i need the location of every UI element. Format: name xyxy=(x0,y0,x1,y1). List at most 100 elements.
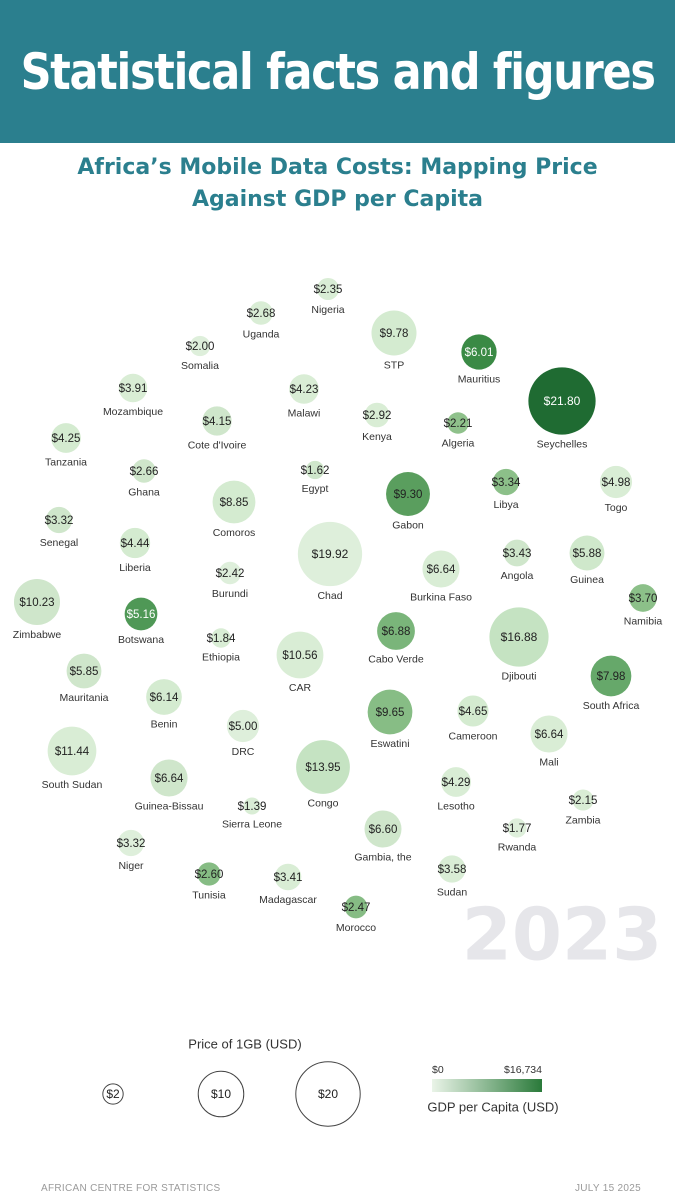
value-label: $2.35 xyxy=(314,284,343,296)
value-label: $4.65 xyxy=(459,706,488,718)
value-label: $1.84 xyxy=(207,633,236,645)
country-label: Senegal xyxy=(40,537,79,549)
country-label: Burundi xyxy=(212,588,248,600)
bubble xyxy=(243,797,261,815)
value-label: $3.43 xyxy=(503,548,532,560)
value-label: $3.91 xyxy=(119,383,148,395)
bubble xyxy=(211,628,231,648)
bubble xyxy=(528,367,596,435)
bubble xyxy=(51,423,81,453)
value-label: $16.88 xyxy=(501,630,538,644)
country-label: Liberia xyxy=(119,562,151,574)
bubble xyxy=(371,310,417,356)
value-label: $6.14 xyxy=(150,692,179,704)
country-label: Chad xyxy=(317,590,342,602)
value-label: $4.25 xyxy=(52,433,81,445)
bubble xyxy=(132,459,156,483)
header: Statistical facts and figures xyxy=(0,0,675,143)
country-label: Mali xyxy=(539,756,558,768)
country-label: Morocco xyxy=(336,922,376,934)
country-label: Cabo Verde xyxy=(368,654,424,666)
country-label: STP xyxy=(384,359,404,371)
bubble xyxy=(629,584,657,612)
value-label: $6.64 xyxy=(155,773,184,785)
size-legend-label: $10 xyxy=(211,1087,231,1101)
bubble xyxy=(226,709,260,743)
bubble xyxy=(441,767,471,797)
bubble xyxy=(364,402,390,428)
value-label: $9.30 xyxy=(394,489,423,501)
value-label: $8.85 xyxy=(220,497,249,509)
bubble xyxy=(489,607,549,667)
bubble xyxy=(47,726,97,776)
country-label: Namibia xyxy=(624,616,663,628)
value-label: $2.15 xyxy=(569,795,598,807)
value-label: $1.77 xyxy=(503,823,532,835)
country-label: Madagascar xyxy=(259,894,317,906)
size-legend-label: $20 xyxy=(318,1087,338,1101)
value-label: $3.34 xyxy=(492,477,521,489)
country-label: Nigeria xyxy=(311,304,344,316)
bubble xyxy=(364,810,402,848)
country-label: Zimbabwe xyxy=(13,629,62,641)
bubble xyxy=(66,653,102,689)
value-label: $2.00 xyxy=(186,341,215,353)
bubble xyxy=(202,406,232,436)
bubble xyxy=(599,465,633,499)
value-label: $3.58 xyxy=(438,864,467,876)
bubble xyxy=(492,468,520,496)
color-bar xyxy=(432,1079,542,1092)
bubble xyxy=(296,740,350,794)
country-label: Egypt xyxy=(302,483,329,495)
country-label: Ethiopia xyxy=(202,652,240,664)
source: AFRICAN CENTRE FOR STATISTICS xyxy=(41,1183,221,1194)
country-label: Angola xyxy=(501,570,534,582)
bubble xyxy=(590,655,632,697)
bubble xyxy=(118,373,148,403)
country-label: Botswana xyxy=(118,634,164,646)
country-label: Sudan xyxy=(437,886,468,898)
value-label: $5.00 xyxy=(229,721,258,733)
bubble xyxy=(461,334,497,370)
size-legend-label: $2 xyxy=(106,1087,120,1101)
country-label: CAR xyxy=(289,682,312,694)
value-label: $1.62 xyxy=(301,465,330,477)
country-label: South Sudan xyxy=(42,779,103,791)
bubble xyxy=(457,695,489,727)
country-label: Gambia, the xyxy=(354,851,411,863)
country-label: Mauritius xyxy=(458,373,501,385)
value-label: $9.78 xyxy=(380,328,409,340)
color-legend-title: GDP per Capita (USD) xyxy=(427,1099,558,1114)
country-label: Lesotho xyxy=(437,801,475,813)
value-label: $6.60 xyxy=(369,824,398,836)
country-label: Djibouti xyxy=(501,670,536,682)
value-label: $13.95 xyxy=(305,762,340,774)
bubble xyxy=(212,480,256,524)
country-label: Eswatini xyxy=(370,738,409,750)
country-label: Cameroon xyxy=(448,730,497,742)
bubble xyxy=(119,527,151,559)
size-legend-circle xyxy=(197,1070,245,1118)
bubble xyxy=(507,818,527,838)
chart-title: Africa’s Mobile Data Costs: Mapping Pric… xyxy=(77,155,598,212)
country-label: Malawi xyxy=(288,408,321,420)
size-legend-title: Price of 1GB (USD) xyxy=(188,1036,301,1051)
bubble xyxy=(276,631,324,679)
country-label: Uganda xyxy=(243,329,280,341)
country-label: Libya xyxy=(493,499,518,511)
bubble xyxy=(386,472,430,516)
value-label: $2.92 xyxy=(363,410,392,422)
bubble xyxy=(146,679,182,715)
country-label: Algeria xyxy=(442,437,475,449)
bubble xyxy=(422,550,460,588)
bubble xyxy=(218,561,242,585)
bubble xyxy=(274,863,302,891)
value-label: $6.01 xyxy=(465,347,494,359)
size-legend-circle xyxy=(295,1061,361,1127)
value-label: $2.68 xyxy=(247,308,276,320)
bubble xyxy=(305,460,325,480)
country-label: Cote d'Ivoire xyxy=(188,439,247,451)
bubble xyxy=(569,535,605,571)
country-label: Tunisia xyxy=(192,889,226,901)
